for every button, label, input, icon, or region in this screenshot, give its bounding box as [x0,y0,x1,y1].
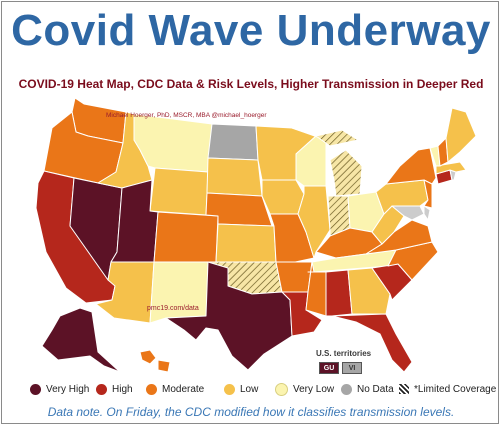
legend-item-no-data: No Data [341,382,394,396]
state-de [423,205,431,221]
author-credit: Michael Hoerger, PhD, MSCR, MBA @michael… [106,112,267,119]
legend-item-low: Low [224,382,258,396]
state-ar [275,261,313,293]
legend-swatch [399,384,409,394]
state-nj [423,179,433,209]
legend-swatch [275,382,288,396]
data-note: Data note. On Friday, the CDC modified h… [47,405,455,419]
state-co [153,211,219,263]
legend-label: No Data [357,383,394,395]
legend-swatch [341,383,352,395]
state-mi-up [315,129,359,147]
state-me [445,107,477,163]
legend-item-hatch: *Limited Coverage [399,382,496,396]
state-nd [207,123,259,161]
state-ks [215,223,277,263]
state-wy [149,167,209,216]
legend-item-high: High [96,382,133,396]
territory-vi: VI [342,362,362,374]
state-ia [261,179,305,215]
state-nm [149,261,209,324]
legend-label: Very Low [293,383,335,395]
legend-label: *Limited Coverage [414,383,497,395]
state-al [325,269,353,317]
territories-label: U.S. territories [316,349,372,358]
state-wi [291,127,327,187]
source-url: pmc19.com/data [147,305,199,312]
state-fl [331,313,413,373]
territory-gu: GU [319,362,339,374]
state-mi [329,149,363,197]
state-tx [165,261,293,371]
map-title: Covid Wave Underway [11,6,491,55]
state-ma [435,161,467,175]
legend-item-very-low: Very Low [275,382,334,396]
map-subtitle: COVID-19 Heat Map, CDC Data & Risk Level… [18,77,484,91]
state-md [391,205,425,221]
legend-label: High [112,383,133,395]
legend-swatch [96,383,107,395]
state-ny [385,147,437,185]
legend-label: Low [240,383,259,395]
state-ak [41,307,121,373]
legend-label: Moderate [162,383,205,395]
state-hi-2 [157,359,171,373]
legend-item-very-high: Very High [30,382,89,396]
legend-swatch [30,383,41,395]
legend-swatch [224,383,235,395]
state-sd [206,157,263,197]
legend-item-moderate: Moderate [146,382,204,396]
legend-label: Very High [46,383,90,395]
state-hi [139,349,157,365]
state-il [297,185,331,259]
legend-swatch [146,383,157,395]
